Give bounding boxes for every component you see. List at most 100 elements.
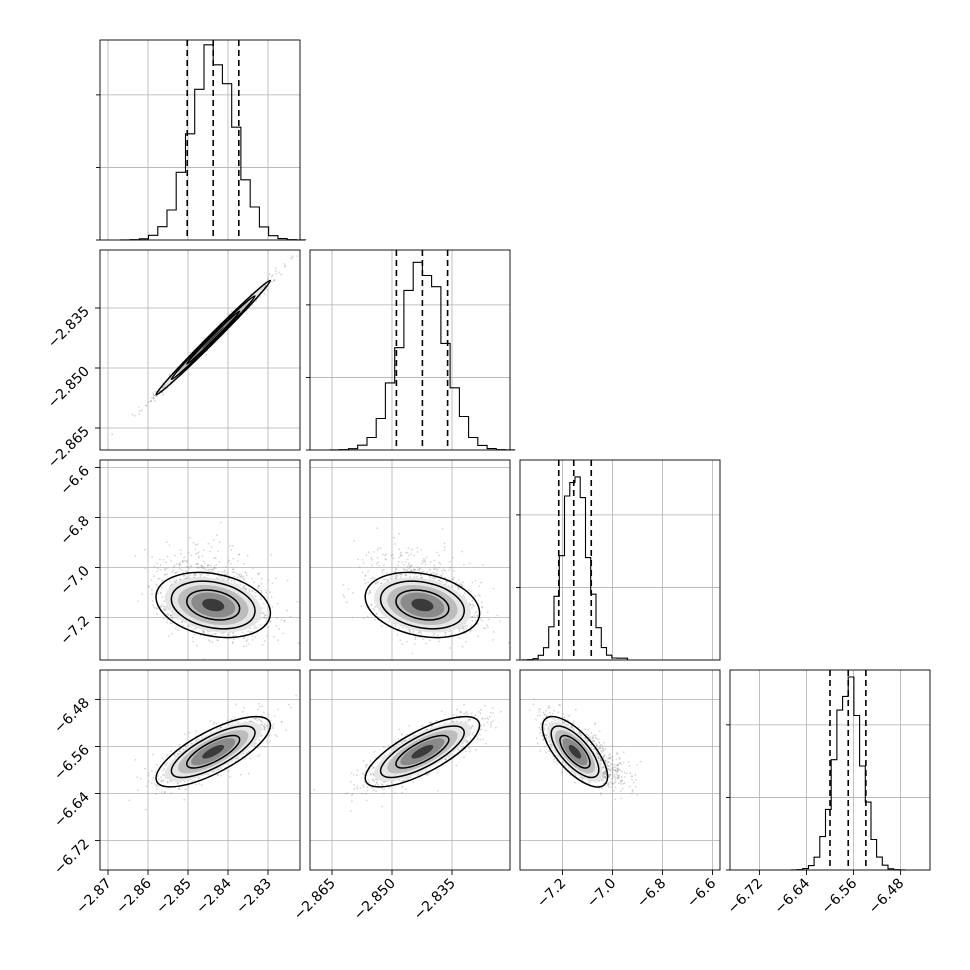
sample-point (178, 567, 181, 570)
sample-point (275, 267, 277, 269)
sample-point (187, 551, 190, 554)
sample-point (296, 255, 299, 257)
sample-point (201, 567, 204, 569)
histogram-panel-2 (516, 459, 721, 661)
sample-point (425, 642, 427, 645)
sample-point (361, 559, 364, 561)
sample-point (415, 575, 418, 578)
sample-point (215, 577, 218, 580)
sample-point (264, 614, 267, 616)
sample-point (438, 640, 441, 643)
sample-point (262, 612, 265, 615)
sample-point (421, 559, 424, 562)
sample-point (166, 618, 169, 621)
sample-point (185, 560, 188, 563)
sample-point (436, 572, 439, 575)
sample-point (179, 549, 182, 551)
sample-point (259, 296, 262, 298)
panel-content (100, 250, 300, 450)
sample-point (413, 569, 416, 572)
sample-point (259, 598, 262, 601)
sample-point (400, 554, 403, 557)
sample-point (143, 548, 146, 551)
sample-point (397, 561, 400, 563)
sample-point (144, 404, 147, 407)
sample-point (167, 781, 169, 784)
sample-point (200, 566, 203, 569)
sample-point (440, 575, 443, 578)
sample-point (201, 565, 204, 567)
sample-point (392, 557, 395, 560)
sample-point (179, 578, 181, 581)
sample-point (197, 563, 199, 566)
sample-point (224, 569, 226, 572)
sample-point (474, 594, 477, 597)
sample-point (230, 310, 233, 313)
sample-point (260, 591, 263, 594)
sample-point (138, 410, 141, 412)
sample-point (174, 572, 177, 575)
sample-point (261, 577, 263, 580)
sample-point (409, 631, 412, 633)
sample-point (145, 405, 148, 407)
sample-point (238, 573, 241, 576)
sample-point (208, 568, 211, 571)
sample-point (383, 578, 385, 581)
sample-point (200, 574, 203, 576)
sample-point (247, 643, 250, 645)
sample-point (443, 549, 446, 552)
sample-point (441, 528, 444, 530)
sample-point (401, 561, 403, 564)
sample-point (406, 558, 409, 561)
sample-point (265, 617, 268, 619)
sample-point (283, 265, 286, 268)
sample-point (463, 563, 465, 566)
sample-point (399, 639, 402, 642)
sample-point (239, 576, 242, 578)
panel-content (310, 460, 510, 660)
sample-point (269, 719, 272, 722)
sample-point (152, 394, 155, 396)
sample-point (431, 576, 434, 579)
sample-point (155, 607, 158, 610)
sample-point (161, 387, 164, 389)
sample-point (403, 564, 405, 566)
sample-point (199, 573, 202, 576)
sample-point (357, 558, 359, 561)
sample-point (159, 568, 162, 571)
sample-point (111, 433, 114, 436)
sample-point (390, 554, 393, 557)
sample-point (481, 619, 484, 622)
sample-point (469, 630, 472, 633)
sample-point (386, 572, 388, 574)
sample-point (182, 624, 185, 627)
contour-line-1 (379, 580, 465, 630)
sample-point (421, 562, 423, 565)
sample-point (152, 604, 155, 607)
sample-point (414, 636, 417, 639)
sample-point (470, 625, 473, 627)
sample-point (384, 554, 386, 557)
sample-point (152, 753, 154, 756)
sample-point (385, 558, 387, 561)
sample-point (452, 578, 455, 580)
sample-point (458, 637, 461, 639)
sample-point (286, 579, 289, 582)
sample-point (463, 628, 465, 630)
sample-point (220, 576, 223, 579)
sample-point (248, 590, 251, 593)
sample-point (181, 621, 184, 624)
sample-point (394, 570, 396, 573)
sample-point (165, 541, 168, 544)
sample-point (398, 627, 400, 630)
sample-point (242, 562, 245, 565)
sample-point (444, 631, 447, 634)
sample-point (170, 614, 172, 616)
sample-point (260, 582, 263, 585)
sample-point (238, 553, 241, 555)
sample-point (408, 567, 411, 570)
sample-point (424, 560, 426, 563)
sample-point (393, 536, 396, 539)
sample-point (449, 566, 451, 569)
sample-point (184, 570, 187, 572)
